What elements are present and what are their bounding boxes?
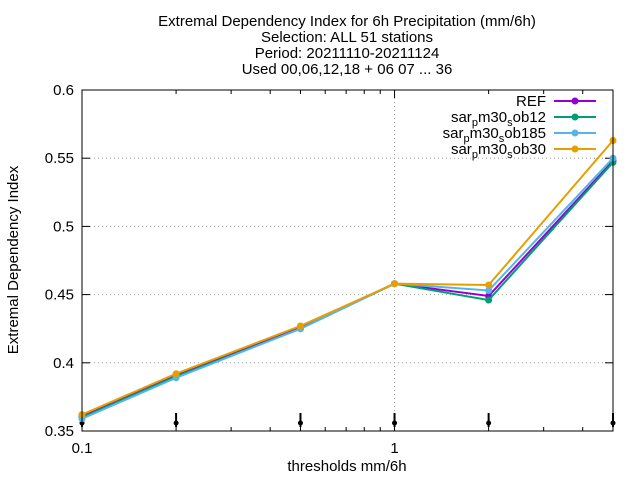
axis-ticks: 0.35 0.4 0.45 0.5 0.55 0.6 0.1 1 bbox=[45, 82, 613, 457]
chart-title-line-4: Used 00,06,12,18 + 06 07 ... 36 bbox=[242, 61, 453, 78]
x-axis-label: thresholds mm/6h bbox=[287, 458, 406, 475]
data-point bbox=[172, 370, 180, 378]
y-tick-label: 0.6 bbox=[53, 82, 74, 99]
series-line-2 bbox=[81, 157, 614, 420]
chart-title-line-2: Selection: ALL 51 stations bbox=[261, 29, 433, 46]
y-tick-label: 0.55 bbox=[45, 150, 74, 167]
legend-label-2: sarpm30sob185 bbox=[443, 125, 546, 145]
y-tick-label: 0.35 bbox=[45, 423, 74, 440]
x-tick-label: 1 bbox=[390, 440, 398, 457]
y-tick-label: 0.4 bbox=[53, 355, 74, 372]
legend-label-0: REF bbox=[516, 93, 546, 110]
legend-marker bbox=[571, 113, 579, 121]
legend-label-1: sarpm30sob12 bbox=[451, 109, 546, 129]
y-tick-label: 0.45 bbox=[45, 287, 74, 304]
data-point bbox=[391, 280, 399, 288]
legend-marker bbox=[571, 97, 579, 105]
plot-frame bbox=[81, 89, 614, 432]
data-point bbox=[485, 296, 493, 304]
threshold-marker-point bbox=[173, 420, 179, 426]
grid bbox=[82, 90, 613, 431]
threshold-marker-point bbox=[297, 420, 303, 426]
data-point bbox=[485, 287, 493, 295]
legend-label-3: sarpm30sob30 bbox=[451, 141, 546, 161]
x-tick-label: 0.1 bbox=[72, 440, 93, 457]
threshold-marker-point bbox=[392, 420, 398, 426]
y-axis-label: Extremal Dependency Index bbox=[5, 165, 22, 354]
legend-marker bbox=[571, 129, 579, 137]
chart-title-line-1: Extremal Dependency Index for 6h Precipi… bbox=[158, 13, 536, 30]
threshold-marker-point bbox=[486, 420, 492, 426]
series-line-0 bbox=[81, 160, 614, 417]
data-point bbox=[485, 281, 493, 289]
data-point bbox=[296, 322, 304, 330]
chart-title: Extremal Dependency Index for 6h Precipi… bbox=[158, 13, 536, 78]
threshold-markers bbox=[79, 413, 616, 427]
y-tick-label: 0.5 bbox=[53, 218, 74, 235]
chart-title-line-3: Period: 20211110-20211124 bbox=[255, 45, 440, 62]
series-line-3 bbox=[81, 139, 614, 416]
legend-marker bbox=[571, 145, 579, 153]
series-lines bbox=[78, 136, 617, 423]
